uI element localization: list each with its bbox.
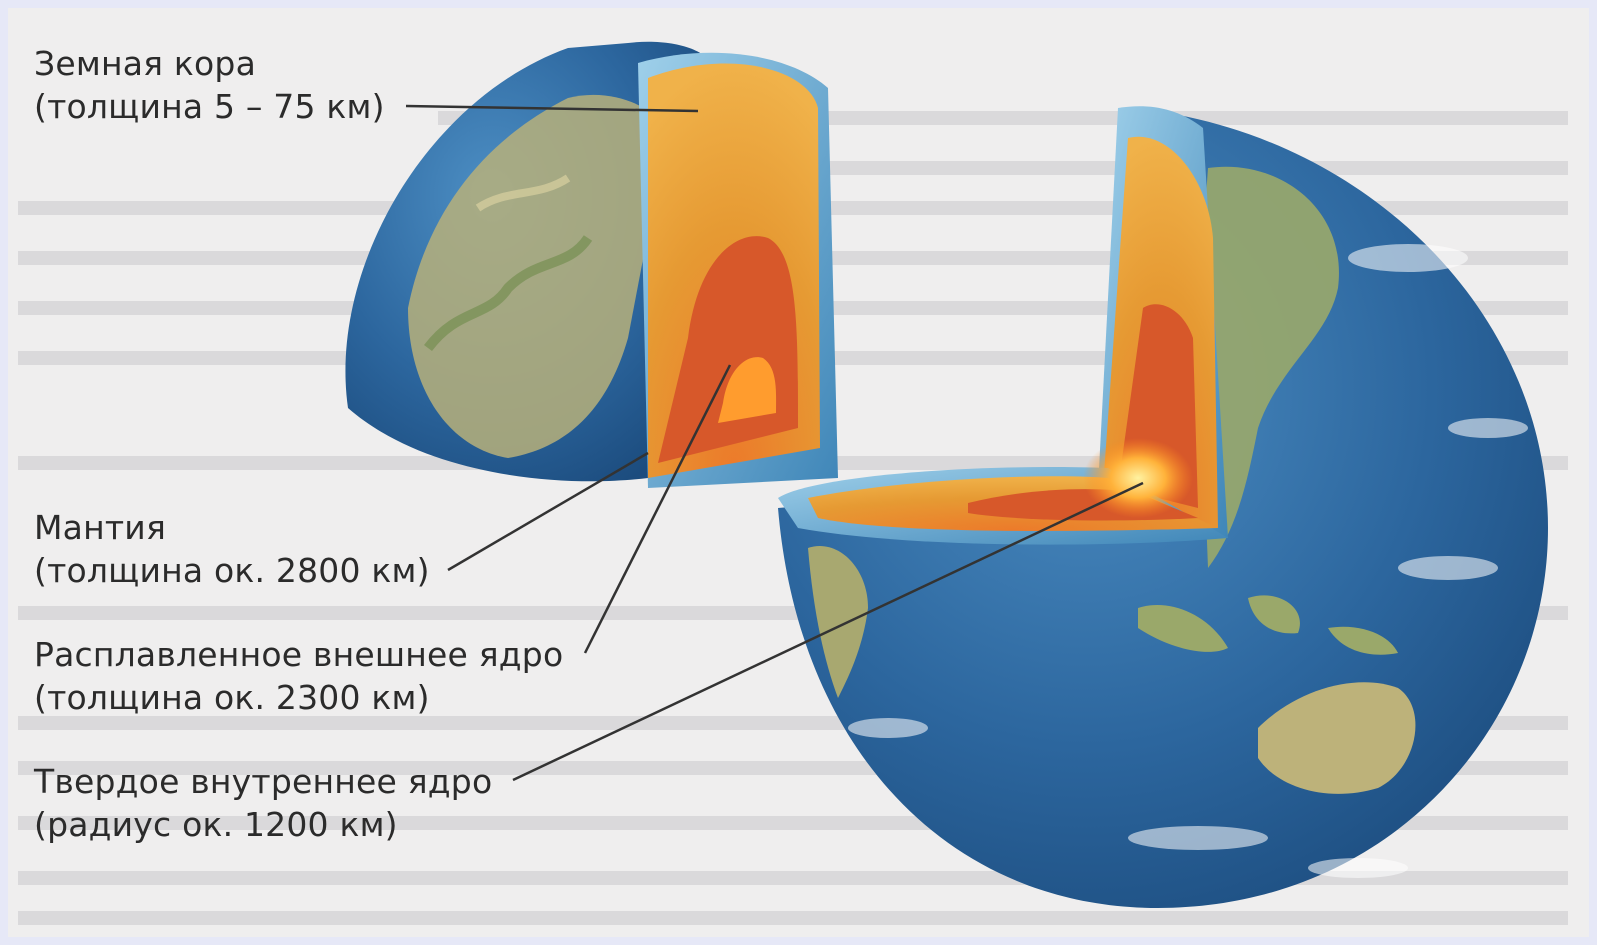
label-inner-core: Твердое внутреннее ядро (радиус ок. 1200… [34, 760, 492, 846]
leader-line-inner-core [512, 481, 1144, 782]
globe-land-africa [808, 546, 868, 698]
label-outer-core-name: Расплавленное внешнее ядро [34, 635, 564, 674]
segment-land [408, 94, 668, 459]
globe-clouds [848, 244, 1528, 878]
globe-land-asia [1198, 166, 1339, 569]
segment-inner-core [718, 357, 777, 423]
leader-line-outer-core [583, 364, 732, 654]
label-mantle: Мантия (толщина ок. 2800 км) [34, 506, 430, 592]
textbook-page: Земная кора (толщина 5 – 75 км) Мантия (… [8, 8, 1589, 937]
label-inner-core-name: Твердое внутреннее ядро [34, 762, 493, 801]
label-crust: Земная кора (толщина 5 – 75 км) [34, 42, 385, 128]
earth-segment-left [345, 41, 838, 488]
label-outer-core-detail: (толщина ок. 2300 км) [34, 678, 430, 717]
label-crust-detail: (толщина 5 – 75 км) [34, 87, 385, 126]
globe-land-australia [1258, 682, 1416, 794]
label-mantle-detail: (толщина ок. 2800 км) [34, 551, 430, 590]
label-outer-core: Расплавленное внешнее ядро (толщина ок. … [34, 633, 563, 719]
globe-inner-core [1083, 438, 1193, 518]
earth-structure-illustration [18, 41, 1568, 925]
leader-lines [405, 104, 1144, 782]
leader-line-crust [405, 104, 699, 113]
label-mantle-name: Мантия [34, 508, 166, 547]
leader-line-mantle [447, 451, 649, 572]
label-crust-name: Земная кора [34, 44, 256, 83]
globe-land-islands [1138, 595, 1398, 655]
label-inner-core-detail: (радиус ок. 1200 км) [34, 805, 398, 844]
earth-globe-right [778, 106, 1548, 908]
